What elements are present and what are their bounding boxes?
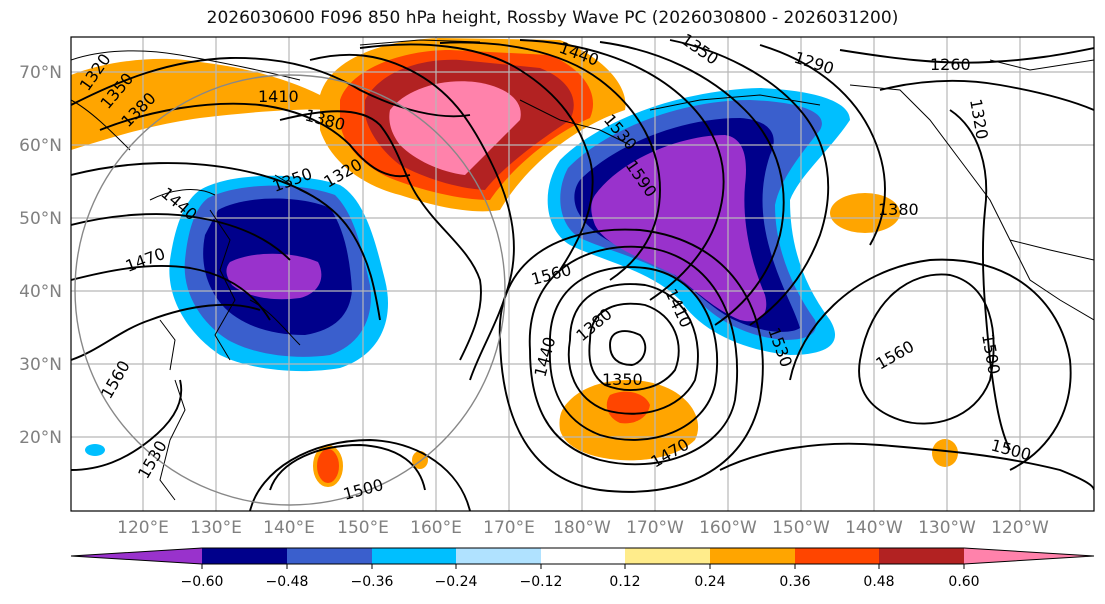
contour-label: 1290 <box>792 48 837 79</box>
contour-label: 1410 <box>258 87 299 106</box>
colorbar: −0.60 −0.48 −0.36 −0.24 −0.12 0.12 0.24 … <box>70 547 1095 590</box>
lon-label: 150°E <box>337 518 389 538</box>
contour-label: 1440 <box>531 335 560 379</box>
height-contours <box>71 39 1094 511</box>
contour-label: 1350 <box>678 30 722 69</box>
contour-label: 1320 <box>966 97 992 140</box>
negative-anomaly-japan-core <box>226 253 322 300</box>
lon-label: 180°W <box>553 518 611 538</box>
colorbar-segment <box>71 548 202 564</box>
colorbar-tick-label: 0.36 <box>779 574 810 590</box>
negative-anomaly-east-pacific-core <box>591 135 767 322</box>
contour-label: 1260 <box>930 55 971 74</box>
colorbar-segment <box>372 548 456 564</box>
positive-anomaly-east-small <box>830 193 900 233</box>
lat-label: 60°N <box>19 136 62 156</box>
colorbar-segment <box>879 548 964 564</box>
lon-label: 130°W <box>918 518 976 538</box>
colorbar-tick-label: 0.24 <box>694 574 725 590</box>
map-frame <box>70 36 1095 512</box>
colorbar-segment <box>795 548 879 564</box>
colorbar-tick-label: −0.12 <box>520 574 563 590</box>
contour-label: 1380 <box>572 304 615 345</box>
lon-label: 120°E <box>117 518 169 538</box>
lon-label: 150°W <box>772 518 830 538</box>
colorbar-segment <box>541 548 625 564</box>
graticule <box>71 37 1094 511</box>
colorbar-tick-label: 0.12 <box>609 574 640 590</box>
lon-label: 170°W <box>626 518 684 538</box>
positive-anomaly-northwest <box>71 58 330 151</box>
lon-label: 170°E <box>483 518 535 538</box>
colorbar-tick-label: −0.48 <box>266 574 309 590</box>
colorbar-segment <box>710 548 795 564</box>
colorbar-segment <box>287 548 372 564</box>
contour-label: 1500 <box>978 332 1004 375</box>
colorbar-segment <box>625 548 710 564</box>
contour-label: 1350 <box>602 370 643 389</box>
positive-anomaly-southwest-small <box>313 445 343 487</box>
colorbar-tick-label: 0.60 <box>948 574 979 590</box>
lon-label: 130°E <box>190 518 242 538</box>
positive-anomaly-southeast-small <box>932 439 958 467</box>
positive-anomaly-north-pacific-core3 <box>389 81 521 175</box>
lat-label: 50°N <box>19 209 62 229</box>
colorbar-segment <box>202 548 287 564</box>
colorbar-tick-label: −0.24 <box>435 574 478 590</box>
lon-label: 160°W <box>699 518 757 538</box>
lat-labels: 70°N 60°N 50°N 40°N 30°N 20°N <box>19 63 62 448</box>
colorbar-tick-label: 0.48 <box>863 574 894 590</box>
colorbar-segments <box>70 547 1095 565</box>
colorbar-ticks: −0.60 −0.48 −0.36 −0.24 −0.12 0.12 0.24 … <box>181 564 980 590</box>
lon-label: 140°E <box>263 518 315 538</box>
negative-anomaly-south-small <box>85 444 105 456</box>
lon-label: 140°W <box>845 518 903 538</box>
colorbar-tick-label: −0.36 <box>351 574 394 590</box>
lat-label: 20°N <box>19 428 62 448</box>
lat-label: 70°N <box>19 63 62 83</box>
anomaly-fill-layer <box>71 38 958 487</box>
colorbar-segment <box>456 548 541 564</box>
lon-labels: 120°E 130°E 140°E 150°E 160°E 170°E 180°… <box>117 518 1049 538</box>
colorbar-tick-label: −0.60 <box>181 574 224 590</box>
lon-label: 160°E <box>410 518 462 538</box>
projection-circle <box>74 74 506 506</box>
contour-label: 1560 <box>873 337 918 374</box>
positive-anomaly-subtropical-core <box>606 391 650 424</box>
figure-title: 2026030600 F096 850 hPa height, Rossby W… <box>206 8 899 28</box>
colorbar-segment <box>964 548 1094 564</box>
contour-label: 1560 <box>529 260 573 289</box>
contour-label: 1470 <box>123 244 168 276</box>
contour-label: 1380 <box>878 200 919 219</box>
lon-label: 120°W <box>991 518 1049 538</box>
lat-label: 40°N <box>19 282 62 302</box>
lat-label: 30°N <box>19 355 62 375</box>
